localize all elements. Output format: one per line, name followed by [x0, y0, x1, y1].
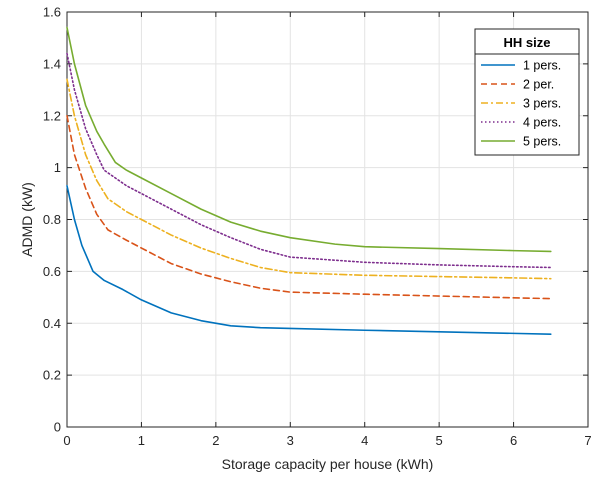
y-tick-label: 0.6 — [43, 264, 61, 279]
legend-label: 5 pers. — [523, 135, 561, 149]
y-tick-label: 0.2 — [43, 368, 61, 383]
y-tick-label: 0.8 — [43, 212, 61, 227]
axes: 0 1 2 3 4 5 6 7 0 0.2 0.4 0.6 0.8 1 1.2 1.4 1.6 — [43, 5, 592, 449]
legend-label: 4 pers. — [523, 116, 561, 130]
x-tick-label: 1 — [138, 433, 145, 448]
x-tick-label: 4 — [361, 433, 368, 448]
x-tick-label: 5 — [436, 433, 443, 448]
legend: HH size 1 pers. 2 per. 3 pers. 4 pers. 5 per… — [474, 28, 580, 156]
series-line-4-pers — [66, 52, 552, 269]
y-tick-label: 1.4 — [43, 56, 61, 71]
x-axis-label: Storage capacity per house (kWh) — [222, 456, 434, 472]
legend-label: 1 pers. — [523, 59, 561, 73]
y-tick-label: 0 — [54, 420, 61, 435]
series-line-5-pers — [66, 26, 552, 253]
series-line-3-pers — [66, 78, 552, 280]
legend-box — [474, 28, 580, 156]
x-tick-label: 7 — [584, 433, 591, 448]
y-tick-label: 1.6 — [43, 5, 61, 20]
legend-title: HH size — [504, 35, 551, 50]
legend-label: 3 pers. — [523, 97, 561, 111]
y-tick-label: 1.2 — [43, 108, 61, 123]
x-tick-label: 2 — [212, 433, 219, 448]
legend-items: 1 pers. 2 per. 3 pers. 4 pers. 5 pers. — [481, 59, 561, 149]
series-line-1-pers — [66, 184, 552, 335]
x-tick-label: 6 — [510, 433, 517, 448]
y-axis-label: ADMD (kW) — [19, 182, 35, 257]
y-tick-label: 1 — [54, 160, 61, 175]
plot-area — [66, 26, 552, 335]
x-tick-label: 3 — [287, 433, 294, 448]
y-tick-label: 0.4 — [43, 316, 61, 331]
legend-label: 2 per. — [523, 78, 554, 92]
series-line-2-per — [66, 114, 552, 300]
x-tick-label: 0 — [63, 433, 70, 448]
